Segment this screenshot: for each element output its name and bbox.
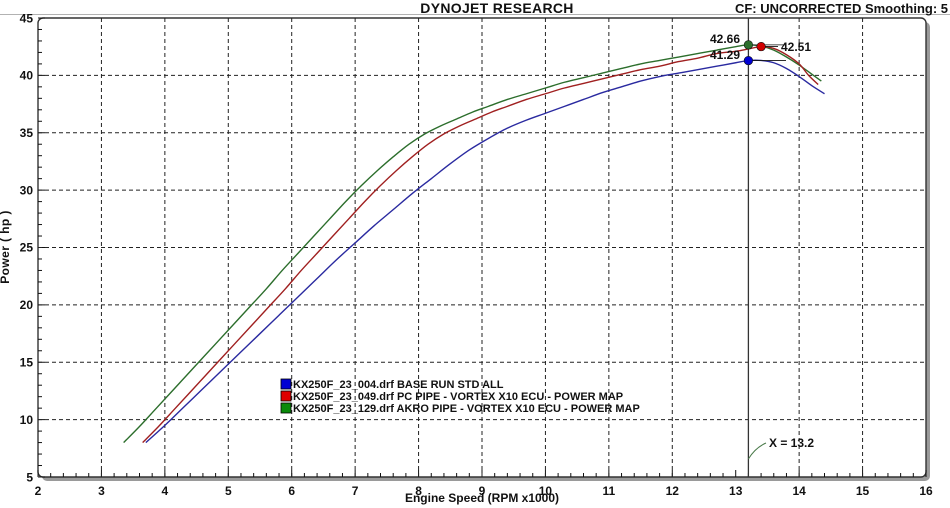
svg-text:11: 11 bbox=[603, 484, 616, 498]
svg-text:30: 30 bbox=[20, 184, 34, 198]
svg-text:2: 2 bbox=[35, 484, 42, 498]
svg-text:10: 10 bbox=[20, 413, 34, 427]
svg-text:16: 16 bbox=[919, 484, 933, 498]
svg-text:41.29: 41.29 bbox=[710, 48, 740, 62]
svg-text:4: 4 bbox=[162, 484, 169, 498]
svg-text:14: 14 bbox=[792, 484, 806, 498]
svg-text:35: 35 bbox=[20, 126, 34, 140]
svg-text:25: 25 bbox=[20, 241, 34, 255]
svg-text:10: 10 bbox=[539, 484, 553, 498]
svg-text:20: 20 bbox=[20, 298, 34, 312]
svg-text:5: 5 bbox=[26, 471, 33, 485]
svg-text:KX250F_23_004.drf BASE RUN STD: KX250F_23_004.drf BASE RUN STD ALL bbox=[293, 379, 504, 391]
svg-text:DYNOJET RESEARCH: DYNOJET RESEARCH bbox=[420, 0, 573, 16]
svg-text:12: 12 bbox=[666, 484, 680, 498]
svg-text:CF: UNCORRECTED Smoothing: 5: CF: UNCORRECTED Smoothing: 5 bbox=[735, 1, 948, 16]
svg-text:45: 45 bbox=[20, 12, 34, 26]
svg-text:7: 7 bbox=[352, 484, 359, 498]
svg-text:KX250F_23_049.drf PC PIPE -: KX250F_23_049.drf PC PIPE - VORTEX X10 E… bbox=[293, 391, 623, 403]
svg-text:15: 15 bbox=[20, 356, 34, 370]
svg-text:Power ( hp ): Power ( hp ) bbox=[0, 210, 12, 283]
svg-text:3: 3 bbox=[98, 484, 105, 498]
svg-text:6: 6 bbox=[288, 484, 295, 498]
svg-text:X = 13.2: X = 13.2 bbox=[769, 436, 814, 450]
svg-text:40: 40 bbox=[20, 69, 34, 83]
svg-text:42.51: 42.51 bbox=[781, 40, 811, 54]
svg-text:15: 15 bbox=[856, 484, 870, 498]
svg-text:8: 8 bbox=[415, 484, 422, 498]
svg-text:5: 5 bbox=[225, 484, 232, 498]
svg-text:13: 13 bbox=[729, 484, 743, 498]
svg-text:KX250F_23_129.drf AKRO PIPE -: KX250F_23_129.drf AKRO PIPE - VORTEX X10… bbox=[293, 403, 640, 415]
svg-text:9: 9 bbox=[479, 484, 486, 498]
svg-text:42.66: 42.66 bbox=[710, 32, 740, 46]
